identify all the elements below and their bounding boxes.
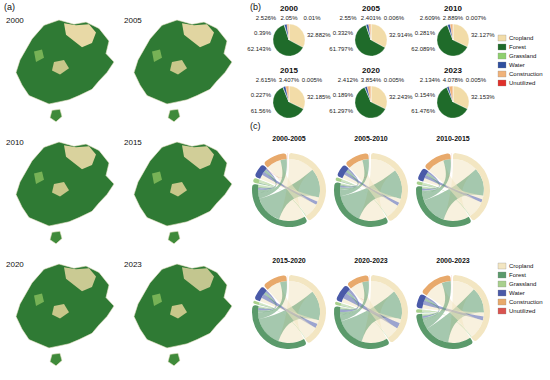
svg-text:2020: 2020 (362, 66, 380, 75)
svg-text:Unutilized: Unutilized (509, 80, 535, 86)
svg-text:2.412%: 2.412% (338, 77, 359, 83)
svg-text:2.134%: 2.134% (420, 77, 441, 83)
svg-text:2023: 2023 (124, 260, 142, 269)
svg-text:0.332%: 0.332% (333, 30, 354, 36)
svg-text:Water: Water (509, 62, 525, 68)
svg-text:2005: 2005 (362, 4, 380, 13)
svg-text:2010-2015: 2010-2015 (436, 135, 470, 142)
svg-text:0.007%: 0.007% (466, 15, 487, 21)
svg-text:2000-2023: 2000-2023 (436, 257, 470, 264)
svg-text:32.914%: 32.914% (389, 32, 413, 38)
svg-text:32.153%: 32.153% (471, 94, 495, 100)
svg-text:Unutilized: Unutilized (509, 308, 535, 314)
svg-text:0.154%: 0.154% (415, 92, 436, 98)
svg-text:2015: 2015 (124, 138, 142, 147)
svg-text:3.407%: 3.407% (279, 77, 300, 83)
svg-text:2.55%: 2.55% (339, 15, 357, 21)
svg-text:32.127%: 32.127% (471, 32, 495, 38)
svg-text:Construction: Construction (509, 71, 543, 77)
svg-text:0.39%: 0.39% (254, 30, 272, 36)
svg-text:62.089%: 62.089% (411, 46, 435, 52)
svg-text:2.401%: 2.401% (361, 15, 382, 21)
svg-text:Cropland: Cropland (509, 35, 533, 41)
svg-text:Forest: Forest (509, 44, 526, 50)
svg-text:62.143%: 62.143% (247, 46, 271, 52)
svg-text:2.609%: 2.609% (420, 15, 441, 21)
svg-text:0.006%: 0.006% (384, 15, 405, 21)
svg-text:0.005%: 0.005% (384, 77, 405, 83)
svg-text:2005: 2005 (124, 16, 142, 25)
svg-text:61.476%: 61.476% (411, 108, 435, 114)
svg-text:0.005%: 0.005% (466, 77, 487, 83)
svg-text:2010: 2010 (6, 138, 24, 147)
svg-text:(c): (c) (250, 121, 261, 131)
svg-text:2.615%: 2.615% (256, 77, 277, 83)
svg-text:3.854%: 3.854% (361, 77, 382, 83)
svg-text:32.185%: 32.185% (307, 94, 331, 100)
svg-text:Grassland: Grassland (509, 53, 536, 59)
svg-text:61.297%: 61.297% (329, 108, 353, 114)
svg-text:0.01%: 0.01% (303, 15, 321, 21)
svg-text:61.797%: 61.797% (329, 46, 353, 52)
svg-text:0.281%: 0.281% (415, 30, 436, 36)
svg-text:2000: 2000 (280, 4, 298, 13)
svg-text:2023: 2023 (444, 66, 462, 75)
svg-text:32.243%: 32.243% (389, 94, 413, 100)
svg-text:Construction: Construction (509, 299, 543, 305)
svg-text:61.56%: 61.56% (251, 108, 272, 114)
svg-text:(a): (a) (4, 2, 15, 12)
svg-text:2020-2023: 2020-2023 (354, 257, 388, 264)
svg-text:2.526%: 2.526% (256, 15, 277, 21)
svg-text:2.889%: 2.889% (443, 15, 464, 21)
svg-text:2010: 2010 (444, 4, 462, 13)
svg-text:0.189%: 0.189% (333, 92, 354, 98)
svg-text:Water: Water (509, 290, 525, 296)
svg-text:Forest: Forest (509, 272, 526, 278)
svg-text:0.227%: 0.227% (251, 92, 272, 98)
svg-text:4.078%: 4.078% (443, 77, 464, 83)
svg-text:2020: 2020 (6, 260, 24, 269)
svg-text:2015: 2015 (280, 66, 298, 75)
svg-text:(b): (b) (250, 2, 261, 12)
svg-text:2000-2005: 2000-2005 (272, 135, 306, 142)
svg-text:Grassland: Grassland (509, 281, 536, 287)
svg-text:Cropland: Cropland (509, 263, 533, 269)
svg-text:2.05%: 2.05% (280, 15, 298, 21)
svg-text:2000: 2000 (6, 16, 24, 25)
svg-text:2015-2020: 2015-2020 (272, 257, 306, 264)
svg-text:0.005%: 0.005% (302, 77, 323, 83)
svg-text:2005-2010: 2005-2010 (354, 135, 388, 142)
svg-text:32.882%: 32.882% (307, 32, 331, 38)
